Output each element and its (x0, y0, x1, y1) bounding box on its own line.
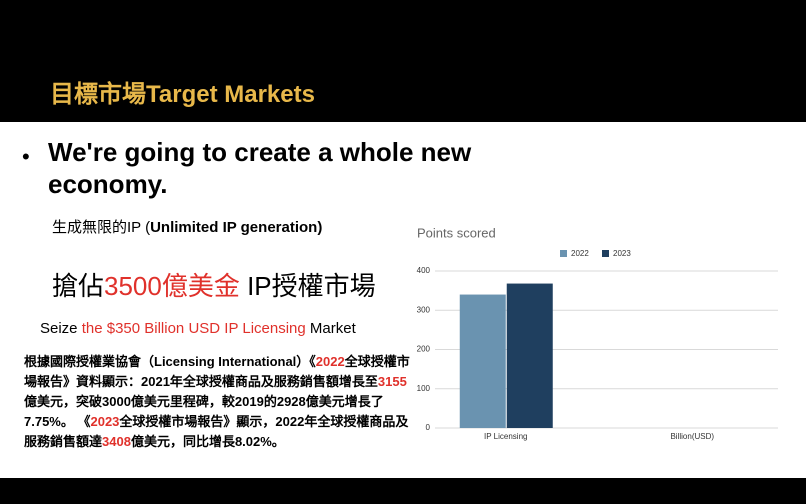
text-segment: 2022 (315, 354, 345, 369)
text-segment: 搶佔 (52, 271, 105, 301)
headline: 搶佔3500億美金 IP授權市場 (52, 266, 376, 303)
bar (506, 283, 553, 428)
text-segment: 根據國際授權業協會（Licensing International）《 (24, 354, 316, 369)
bar (459, 294, 506, 428)
text-segment: 3500億美金 (104, 271, 240, 301)
text-segment: 億美元，突破3000億美元里程碑，較2019的2928億美元增長了7.75%。 … (24, 394, 384, 429)
text-segment: 全球授權市場報告》顯示，2022年全球授權商品及服務銷售額達 (24, 414, 409, 449)
text-segment: Seize (40, 320, 82, 337)
legend-label: 2022 (571, 249, 589, 258)
y-tick-label: 0 (426, 423, 431, 432)
legend-swatch (560, 250, 567, 257)
text-segment: 2023 (90, 414, 120, 429)
legend-label: 2023 (613, 249, 631, 258)
subtitle: 生成無限的IP (Unlimited IP generation) (52, 216, 322, 237)
bullet-text: We're going to create a whole new econom… (48, 137, 472, 199)
y-tick-label: 400 (417, 266, 431, 275)
text-segment: Unlimited IP generation) (150, 219, 323, 236)
x-tick-label: IP Licensing (484, 432, 527, 441)
bullet-symbol: • (22, 144, 30, 169)
text-segment: 億美元，同比增長8.02%。 (130, 434, 285, 449)
chart-title: Points scored (417, 225, 496, 240)
text-segment: 全球授權市場報告》資料顯示：2021年全球授權商品及服務銷售額增長至 (24, 354, 410, 389)
text-segment: IP授權市場 (239, 271, 376, 301)
legend-swatch (602, 250, 609, 257)
paragraph: 根據國際授權業協會（Licensing International）《2022全… (24, 352, 414, 452)
header-band: 目標市場Target Markets (0, 0, 806, 120)
y-tick-label: 200 (417, 345, 431, 354)
y-tick-label: 100 (417, 384, 431, 393)
slide: • We're going to create a whole new econ… (0, 122, 806, 478)
seize-line: Seize the $350 Billion USD IP Licensing … (40, 320, 356, 337)
text-segment: the $350 Billion USD IP Licensing (81, 320, 306, 337)
slide-title: 目標市場Target Markets (50, 81, 315, 108)
text-segment: 3155 (377, 374, 407, 389)
y-tick-label: 300 (417, 305, 431, 314)
chart: Points scored 0 100 200 300 400 2022 2023 IP Li… (417, 225, 778, 441)
x-tick-label: Billion(USD) (670, 432, 714, 441)
text-segment: Market (305, 320, 356, 337)
text-segment: 生成無限的IP ( (52, 219, 151, 236)
text-segment: 3408 (102, 434, 131, 449)
